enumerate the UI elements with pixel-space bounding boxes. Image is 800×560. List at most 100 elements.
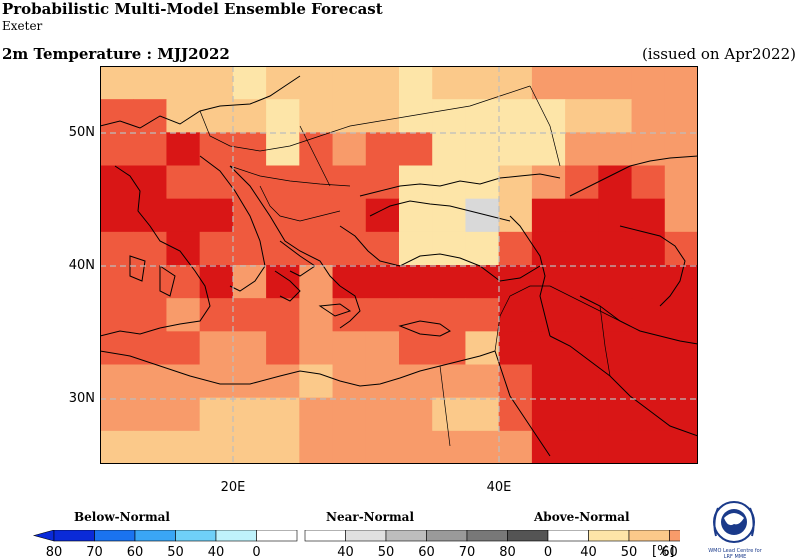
legend-near-white bbox=[304, 530, 346, 542]
probability-cell bbox=[664, 198, 698, 233]
probability-cell bbox=[365, 430, 400, 464]
probability-cell bbox=[432, 430, 466, 464]
legend-above-white bbox=[547, 530, 589, 542]
probability-cell bbox=[332, 265, 367, 299]
probability-cell bbox=[232, 265, 267, 299]
logo-line-2: LRF MME bbox=[723, 554, 747, 560]
probability-cell bbox=[531, 66, 566, 100]
probability-cell bbox=[133, 265, 167, 299]
probability-cell bbox=[399, 397, 433, 432]
probability-cell bbox=[631, 364, 666, 399]
probability-cell bbox=[399, 265, 433, 299]
legend-tick-near: 40 bbox=[337, 545, 354, 560]
probability-cell bbox=[166, 66, 201, 100]
probability-cell bbox=[365, 66, 400, 100]
probability-cell bbox=[133, 231, 167, 266]
probability-cell bbox=[232, 430, 267, 464]
probability-cell bbox=[531, 397, 566, 432]
probability-cell bbox=[631, 165, 666, 200]
probability-cell bbox=[199, 331, 234, 365]
probability-cell bbox=[266, 165, 300, 200]
probability-cell bbox=[332, 331, 367, 365]
legend-near-bar bbox=[345, 530, 387, 542]
probability-cell bbox=[166, 397, 201, 432]
probability-cell bbox=[664, 331, 698, 365]
probability-cell bbox=[498, 231, 533, 266]
probability-cell bbox=[166, 132, 201, 166]
probability-cell bbox=[232, 397, 267, 432]
probability-cell bbox=[631, 198, 666, 233]
probability-cell bbox=[465, 198, 500, 233]
probability-cell bbox=[432, 231, 466, 266]
probability-cell bbox=[565, 132, 599, 166]
legend-tick-near: 0 bbox=[544, 545, 552, 560]
legend-below-bar bbox=[175, 530, 217, 542]
probability-cell bbox=[598, 298, 633, 332]
legend-tick-below: 0 bbox=[252, 545, 260, 560]
probability-cell bbox=[432, 132, 466, 166]
probability-cell bbox=[232, 331, 267, 365]
probability-cell bbox=[631, 298, 666, 332]
legend-tick-below: 50 bbox=[167, 545, 184, 560]
probability-cell bbox=[299, 265, 334, 299]
probability-cell bbox=[232, 165, 267, 200]
probability-cell bbox=[266, 66, 300, 100]
probability-cell bbox=[166, 99, 201, 133]
legend-tick-near: 60 bbox=[418, 545, 435, 560]
probability-cell bbox=[664, 165, 698, 200]
probability-cell bbox=[432, 364, 466, 399]
probability-cell bbox=[332, 132, 367, 166]
probability-cell bbox=[531, 331, 566, 365]
probability-cell bbox=[299, 397, 334, 432]
probability-cell bbox=[531, 231, 566, 266]
category-above-normal: Above-Normal bbox=[534, 510, 630, 524]
probability-cell bbox=[465, 331, 500, 365]
legend-below-bar bbox=[53, 530, 95, 542]
probability-cell bbox=[465, 132, 500, 166]
probability-cell bbox=[100, 265, 134, 299]
category-below-normal: Below-Normal bbox=[74, 510, 170, 524]
legend-tick-near: 80 bbox=[499, 545, 516, 560]
probability-cell bbox=[399, 364, 433, 399]
forecast-map bbox=[100, 66, 698, 464]
probability-cell bbox=[498, 132, 533, 166]
probability-cell bbox=[299, 198, 334, 233]
probability-cell bbox=[399, 132, 433, 166]
probability-cell bbox=[365, 265, 400, 299]
probability-cell bbox=[100, 331, 134, 365]
probability-cell bbox=[166, 331, 201, 365]
probability-cell bbox=[332, 231, 367, 266]
probability-cell bbox=[465, 397, 500, 432]
probability-cell bbox=[199, 198, 234, 233]
probability-cell bbox=[133, 165, 167, 200]
probability-cell bbox=[664, 298, 698, 332]
legend-above-bar bbox=[669, 530, 680, 542]
lat-label-40n: 40N bbox=[68, 258, 95, 273]
probability-cell bbox=[531, 430, 566, 464]
probability-cell bbox=[266, 198, 300, 233]
probability-cell bbox=[498, 364, 533, 399]
probability-cell bbox=[199, 66, 234, 100]
probability-cell bbox=[631, 265, 666, 299]
probability-cell bbox=[598, 430, 633, 464]
probability-cell bbox=[100, 165, 134, 200]
legend-tick-above: 50 bbox=[621, 545, 638, 560]
probability-cell bbox=[631, 397, 666, 432]
probability-cell bbox=[631, 331, 666, 365]
model-name: Exeter bbox=[2, 19, 43, 33]
probability-cell bbox=[598, 231, 633, 266]
probability-cell bbox=[100, 99, 134, 133]
probability-cell bbox=[498, 331, 533, 365]
probability-cell bbox=[598, 132, 633, 166]
legend-near-bar bbox=[466, 530, 508, 542]
probability-cell bbox=[531, 198, 566, 233]
category-near-normal: Near-Normal bbox=[326, 510, 415, 524]
probability-cell bbox=[299, 331, 334, 365]
probability-cell bbox=[565, 430, 599, 464]
probability-cell bbox=[266, 99, 300, 133]
probability-cell bbox=[531, 99, 566, 133]
lon-label-20e: 20E bbox=[220, 480, 246, 495]
probability-cell bbox=[531, 364, 566, 399]
probability-cell bbox=[266, 430, 300, 464]
probability-cell bbox=[432, 99, 466, 133]
